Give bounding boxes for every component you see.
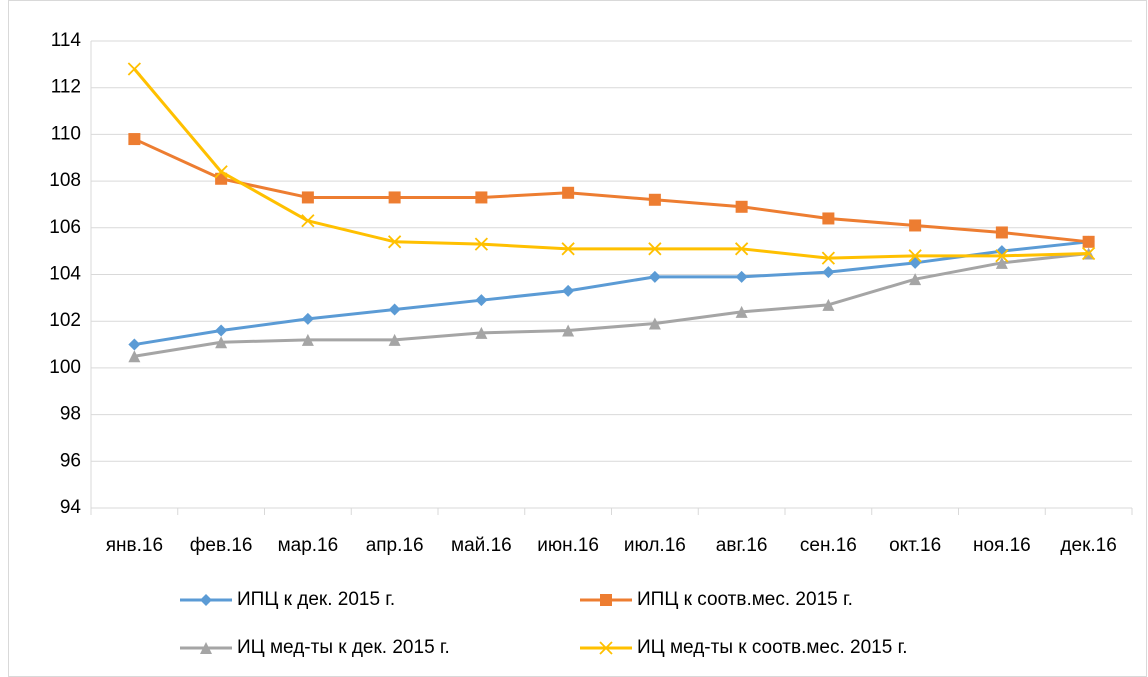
x-tick-label: мар.16 bbox=[278, 535, 339, 556]
marker bbox=[215, 336, 228, 349]
marker bbox=[821, 251, 836, 265]
marker bbox=[387, 235, 402, 249]
series-line bbox=[133, 68, 1089, 260]
marker bbox=[908, 249, 922, 263]
marker bbox=[562, 186, 575, 199]
marker bbox=[909, 219, 922, 232]
marker bbox=[475, 191, 488, 204]
marker bbox=[301, 312, 314, 325]
marker bbox=[822, 266, 835, 279]
marker bbox=[561, 242, 575, 256]
y-tick-label: 110 bbox=[51, 123, 81, 144]
series-line bbox=[133, 137, 1089, 244]
marker bbox=[822, 298, 835, 311]
legend-label: ИПЦ к дек. 2015 г. bbox=[237, 589, 395, 610]
y-tick-label: 94 bbox=[60, 497, 82, 518]
marker bbox=[388, 303, 401, 316]
marker bbox=[127, 62, 142, 76]
x-tick-label: авг.16 bbox=[716, 535, 768, 556]
y-tick-label: 98 bbox=[60, 404, 81, 425]
legend-marker bbox=[600, 594, 612, 606]
x-tick-label: ноя.16 bbox=[973, 535, 1031, 556]
marker bbox=[735, 200, 748, 213]
marker bbox=[1082, 235, 1095, 248]
x-tick-label: июн.16 bbox=[537, 535, 599, 556]
x-tick-label: янв.16 bbox=[106, 535, 163, 556]
marker bbox=[995, 249, 1009, 263]
marker bbox=[128, 350, 141, 363]
marker bbox=[474, 237, 489, 251]
marker bbox=[388, 333, 401, 346]
marker bbox=[648, 193, 661, 206]
marker bbox=[562, 284, 575, 297]
legend-label: ИЦ мед-ты к соотв.мес. 2015 г. bbox=[637, 637, 907, 658]
y-tick-label: 112 bbox=[51, 77, 81, 98]
series-line bbox=[134, 251, 1089, 358]
marker bbox=[648, 242, 662, 256]
x-tick-label: май.16 bbox=[451, 535, 512, 556]
marker bbox=[388, 191, 401, 204]
marker bbox=[301, 214, 315, 228]
marker bbox=[128, 338, 141, 351]
marker bbox=[648, 270, 661, 283]
x-tick-label: окт.16 bbox=[889, 535, 941, 556]
marker bbox=[475, 326, 488, 339]
marker bbox=[214, 165, 228, 179]
marker bbox=[562, 324, 575, 337]
marker bbox=[995, 245, 1008, 258]
legend-marker bbox=[200, 594, 212, 606]
marker bbox=[475, 294, 488, 307]
legend-label: ИЦ мед-ты к дек. 2015 г. bbox=[237, 637, 450, 658]
x-tick-label: июл.16 bbox=[624, 535, 686, 556]
y-tick-label: 102 bbox=[49, 310, 81, 331]
marker bbox=[735, 305, 748, 318]
x-tick-label: апр.16 bbox=[366, 535, 424, 556]
y-tick-label: 104 bbox=[49, 264, 81, 285]
marker bbox=[735, 270, 748, 283]
x-tick-label: фев.16 bbox=[190, 535, 253, 556]
y-tick-label: 100 bbox=[49, 357, 81, 378]
x-tick-label: дек.16 bbox=[1060, 535, 1116, 556]
marker bbox=[301, 333, 314, 346]
marker bbox=[822, 212, 835, 225]
x-tick-label: сен.16 bbox=[800, 535, 857, 556]
y-tick-label: 106 bbox=[49, 217, 81, 238]
marker bbox=[648, 317, 661, 330]
legend-marker bbox=[200, 642, 212, 654]
y-tick-label: 108 bbox=[49, 170, 81, 191]
y-tick-label: 96 bbox=[60, 450, 81, 471]
y-tick-label: 114 bbox=[51, 30, 82, 51]
marker bbox=[1081, 246, 1096, 261]
marker bbox=[301, 191, 314, 204]
marker bbox=[995, 226, 1008, 239]
marker bbox=[995, 256, 1008, 269]
marker bbox=[128, 133, 141, 146]
marker bbox=[734, 242, 749, 256]
series-line bbox=[134, 240, 1089, 347]
chart-border bbox=[8, 0, 1147, 677]
legend-label: ИПЦ к соотв.мес. 2015 г. bbox=[637, 589, 853, 610]
legend-marker bbox=[599, 641, 613, 655]
marker bbox=[909, 273, 922, 286]
marker bbox=[215, 324, 228, 337]
